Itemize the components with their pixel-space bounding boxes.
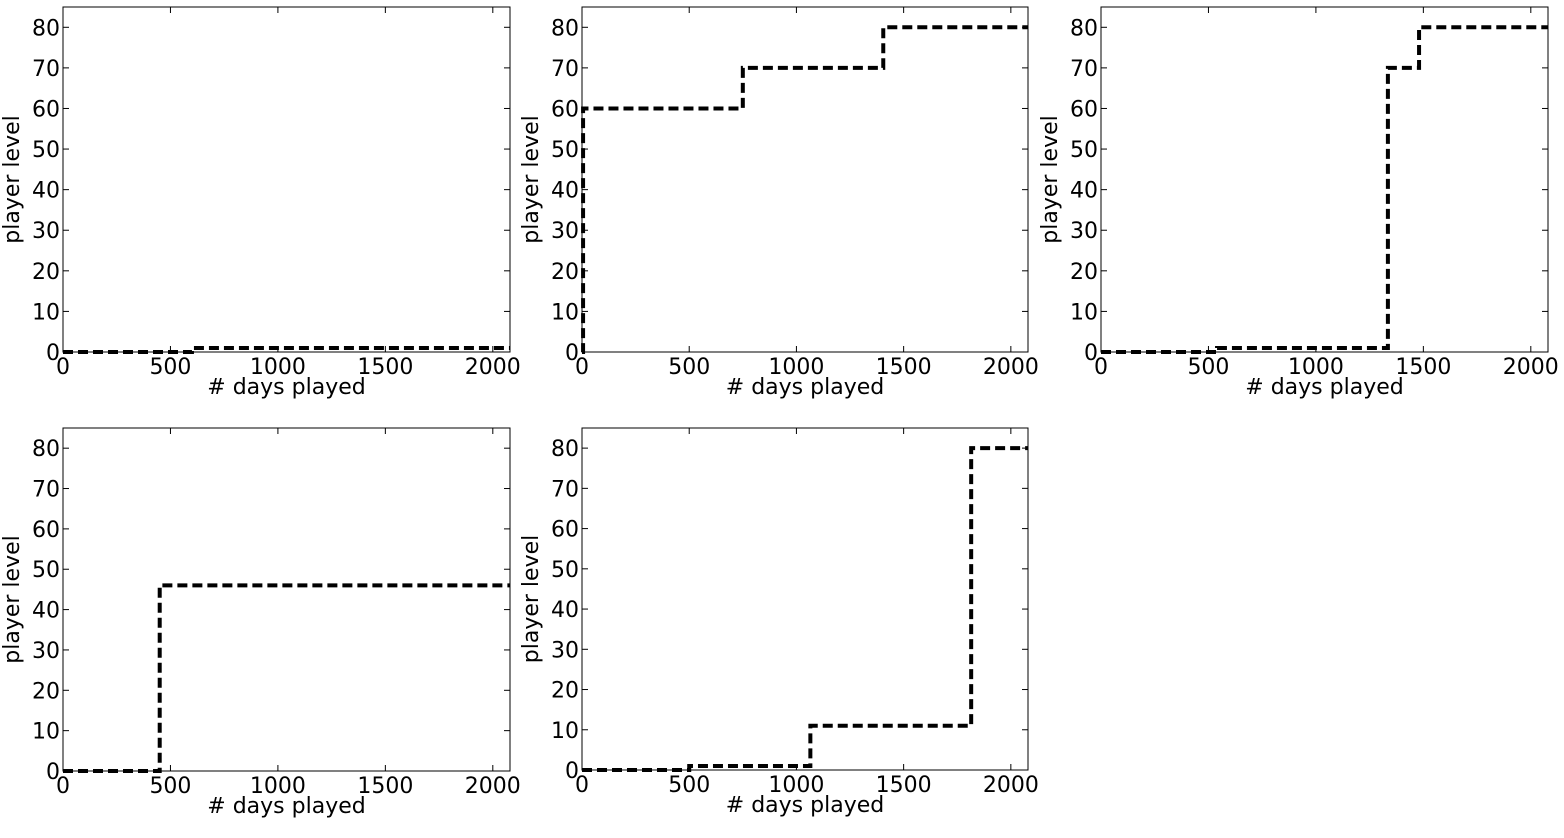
y-tick-label: 40	[32, 179, 60, 204]
y-tick-label: 30	[551, 638, 579, 663]
y-tick-label: 40	[1070, 179, 1098, 204]
y-tick-label: 0	[565, 759, 579, 784]
x-tick-label: 0	[56, 774, 70, 799]
y-tick-label: 60	[551, 97, 579, 122]
x-tick-label: 1500	[1395, 355, 1451, 380]
x-tick-label: 2000	[1503, 355, 1559, 380]
y-tick-label: 10	[1070, 300, 1098, 325]
x-tick-label: 1000	[250, 774, 306, 799]
y-tick-label: 20	[32, 679, 60, 704]
x-tick-label: 0	[575, 355, 589, 380]
y-tick-label: 60	[1070, 97, 1098, 122]
y-axis-label: player level	[519, 115, 544, 243]
y-tick-label: 70	[32, 57, 60, 82]
chart-panel-1: 0 500 1000 1500 2000 0 10 20 30 40 50 60 70 80 # days …	[0, 6, 521, 400]
y-tick-label: 10	[551, 300, 579, 325]
y-tick-label: 10	[32, 300, 60, 325]
x-tick-label: 2000	[465, 355, 521, 380]
plot-frame	[62, 427, 511, 772]
y-tick-label: 30	[32, 639, 60, 664]
series-line	[63, 583, 510, 773]
x-tick-label: 2000	[983, 355, 1039, 380]
y-tick-label: 40	[551, 598, 579, 623]
x-tick-label: 0	[56, 355, 70, 380]
y-tick-label: 20	[551, 260, 579, 285]
y-tick-label: 70	[551, 57, 579, 82]
x-tick-label: 1500	[876, 773, 932, 798]
y-axis-label: player level	[0, 535, 25, 663]
chart-panel-4: 0 500 1000 1500 2000 0 10 20 30 40 50 60 70 80 # days …	[0, 427, 521, 819]
series-line	[582, 446, 1028, 772]
y-tick-label: 70	[551, 477, 579, 502]
x-axis-label: # days played	[1245, 375, 1403, 400]
y-tick-label: 50	[1070, 138, 1098, 163]
y-tick-label: 70	[1070, 57, 1098, 82]
x-axis-label: # days played	[726, 793, 884, 818]
x-tick-label: 500	[149, 355, 191, 380]
x-tick-label: 500	[149, 774, 191, 799]
y-tick-label: 50	[32, 138, 60, 163]
y-axis-label: player level	[0, 115, 25, 243]
y-tick-label: 0	[46, 341, 60, 366]
x-tick-label: 1000	[768, 773, 824, 798]
series-line	[1101, 25, 1548, 354]
plot-frame	[1100, 6, 1549, 353]
x-axis-label: # days played	[207, 375, 365, 400]
y-axis-label: player level	[1038, 115, 1063, 243]
y-tick-label: 80	[551, 16, 579, 41]
y-tick-label: 0	[46, 760, 60, 785]
y-tick-label: 0	[1084, 341, 1098, 366]
y-tick-label: 50	[551, 558, 579, 583]
y-tick-label: 40	[551, 179, 579, 204]
y-tick-label: 50	[32, 558, 60, 583]
x-tick-label: 1000	[250, 355, 306, 380]
chart-panel-5: 0 500 1000 1500 2000 0 10 20 30 40 50 60 70 80 # days …	[519, 427, 1039, 818]
y-tick-label: 70	[32, 478, 60, 503]
x-tick-label: 1500	[876, 355, 932, 380]
y-tick-label: 30	[32, 219, 60, 244]
y-tick-label: 60	[32, 518, 60, 543]
plot-frame	[581, 427, 1029, 771]
x-tick-label: 2000	[465, 774, 521, 799]
x-tick-label: 0	[1094, 355, 1108, 380]
y-tick-label: 50	[551, 138, 579, 163]
x-axis-label: # days played	[726, 375, 884, 400]
x-axis-label: # days played	[207, 794, 365, 819]
x-tick-label: 1000	[1288, 355, 1344, 380]
y-tick-label: 40	[32, 599, 60, 624]
x-tick-label: 500	[668, 355, 710, 380]
x-tick-label: 1500	[357, 774, 413, 799]
series-line	[581, 25, 1028, 354]
y-tick-label: 20	[551, 679, 579, 704]
y-tick-label: 80	[32, 16, 60, 41]
y-tick-label: 60	[32, 97, 60, 122]
y-tick-label: 20	[32, 260, 60, 285]
y-tick-label: 80	[32, 437, 60, 462]
y-tick-label: 30	[551, 219, 579, 244]
chart-panel-3: 0 500 1000 1500 2000 0 10 20 30 40 50 60 70 80 # days …	[1038, 6, 1559, 400]
y-tick-label: 10	[32, 720, 60, 745]
x-tick-label: 500	[1187, 355, 1229, 380]
y-tick-label: 80	[551, 437, 579, 462]
x-tick-label: 0	[575, 773, 589, 798]
y-tick-label: 30	[1070, 219, 1098, 244]
y-axis-label: player level	[519, 535, 544, 663]
x-tick-label: 500	[668, 773, 710, 798]
y-tick-label: 20	[1070, 260, 1098, 285]
x-tick-label: 1500	[357, 355, 413, 380]
plot-frame	[581, 6, 1029, 353]
y-tick-label: 10	[551, 719, 579, 744]
plot-frame	[62, 6, 511, 353]
y-tick-label: 80	[1070, 16, 1098, 41]
y-tick-label: 60	[551, 518, 579, 543]
x-tick-label: 2000	[983, 773, 1039, 798]
series-line	[63, 345, 510, 354]
x-tick-label: 1000	[768, 355, 824, 380]
y-tick-label: 0	[565, 341, 579, 366]
chart-panel-2: 0 500 1000 1500 2000 0 10 20 30 40 50 60 70 80 # days …	[519, 6, 1039, 400]
